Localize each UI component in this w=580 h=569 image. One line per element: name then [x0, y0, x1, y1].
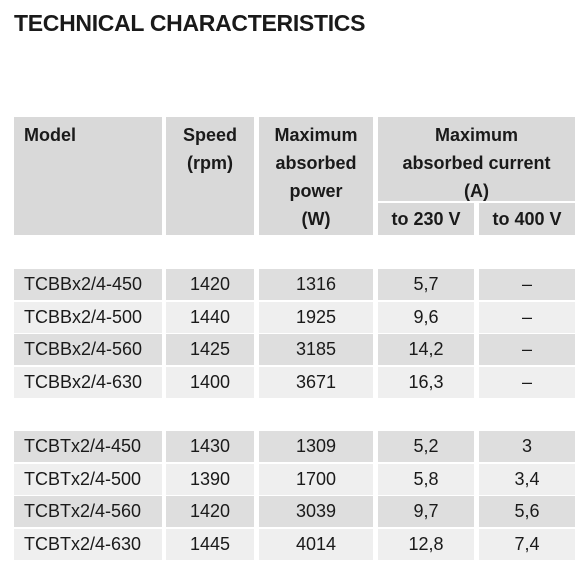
table-cell: 3039	[259, 496, 373, 527]
header-line: (A)	[464, 181, 489, 201]
table-cell: 1420	[166, 496, 254, 527]
table-cell: 3	[479, 431, 575, 462]
table-cell: 5,6	[479, 496, 575, 527]
table-cell: –	[479, 334, 575, 365]
table-cell: TCBTx2/4-630	[14, 528, 162, 560]
table-cell: 5,2	[378, 431, 474, 462]
table-cell: 5,7	[378, 269, 474, 300]
table-cell: 12,8	[378, 528, 474, 560]
column-header: Maximum absorbed power (W)	[259, 117, 373, 235]
table-cell: –	[479, 269, 575, 300]
table-cell: 1430	[166, 431, 254, 462]
table-cell: TCBBx2/4-630	[14, 366, 162, 398]
table-cell: TCBBx2/4-560	[14, 334, 162, 365]
table-cell: TCBTx2/4-560	[14, 496, 162, 527]
header-line: (rpm)	[187, 153, 233, 173]
table-cell: 1925	[259, 301, 373, 333]
column-header: Maximum absorbed current (A)	[378, 117, 575, 201]
table-cell: 7,4	[479, 528, 575, 560]
table-cell: 9,6	[378, 301, 474, 333]
table-cell: 16,3	[378, 366, 474, 398]
title: TECHNICAL CHARACTERISTICS	[14, 10, 366, 36]
table-cell: 1425	[166, 334, 254, 365]
header-line: Model	[24, 125, 76, 145]
table-cell: 14,2	[378, 334, 474, 365]
table-cell: 9,7	[378, 496, 474, 527]
table-cell: –	[479, 301, 575, 333]
table-cell: –	[479, 366, 575, 398]
header-line: to 400 V	[492, 209, 562, 229]
table-cell: 1400	[166, 366, 254, 398]
table-cell: 5,8	[378, 463, 474, 495]
table-cell: 1440	[166, 301, 254, 333]
header-line: (W)	[301, 209, 331, 229]
table-cell: 3,4	[479, 463, 575, 495]
table-cell: 1390	[166, 463, 254, 495]
table-cell: 3185	[259, 334, 373, 365]
column-header: Model	[14, 117, 162, 235]
table-cell: 1316	[259, 269, 373, 300]
header-line: Maximum	[434, 125, 519, 145]
table-cell: TCBTx2/4-450	[14, 431, 162, 462]
table-cell: TCBBx2/4-500	[14, 301, 162, 333]
header-line: Speed	[182, 125, 238, 145]
table-cell: 1445	[166, 528, 254, 560]
table-cell: 1309	[259, 431, 373, 462]
header-line: power	[289, 181, 343, 201]
sub-header: to 400 V	[479, 203, 575, 235]
table-cell: 1700	[259, 463, 373, 495]
sub-header: to 230 V	[378, 203, 474, 235]
table-cell: 1420	[166, 269, 254, 300]
header-line: absorbed current	[402, 153, 551, 173]
header-line: absorbed	[275, 153, 357, 173]
table-cell: TCBBx2/4-450	[14, 269, 162, 300]
table-cell: 3671	[259, 366, 373, 398]
column-header: Speed (rpm)	[166, 117, 254, 235]
table-cell: 4014	[259, 528, 373, 560]
header-line: to 230 V	[391, 209, 461, 229]
table-cell: TCBTx2/4-500	[14, 463, 162, 495]
header-line: Maximum	[274, 125, 358, 145]
